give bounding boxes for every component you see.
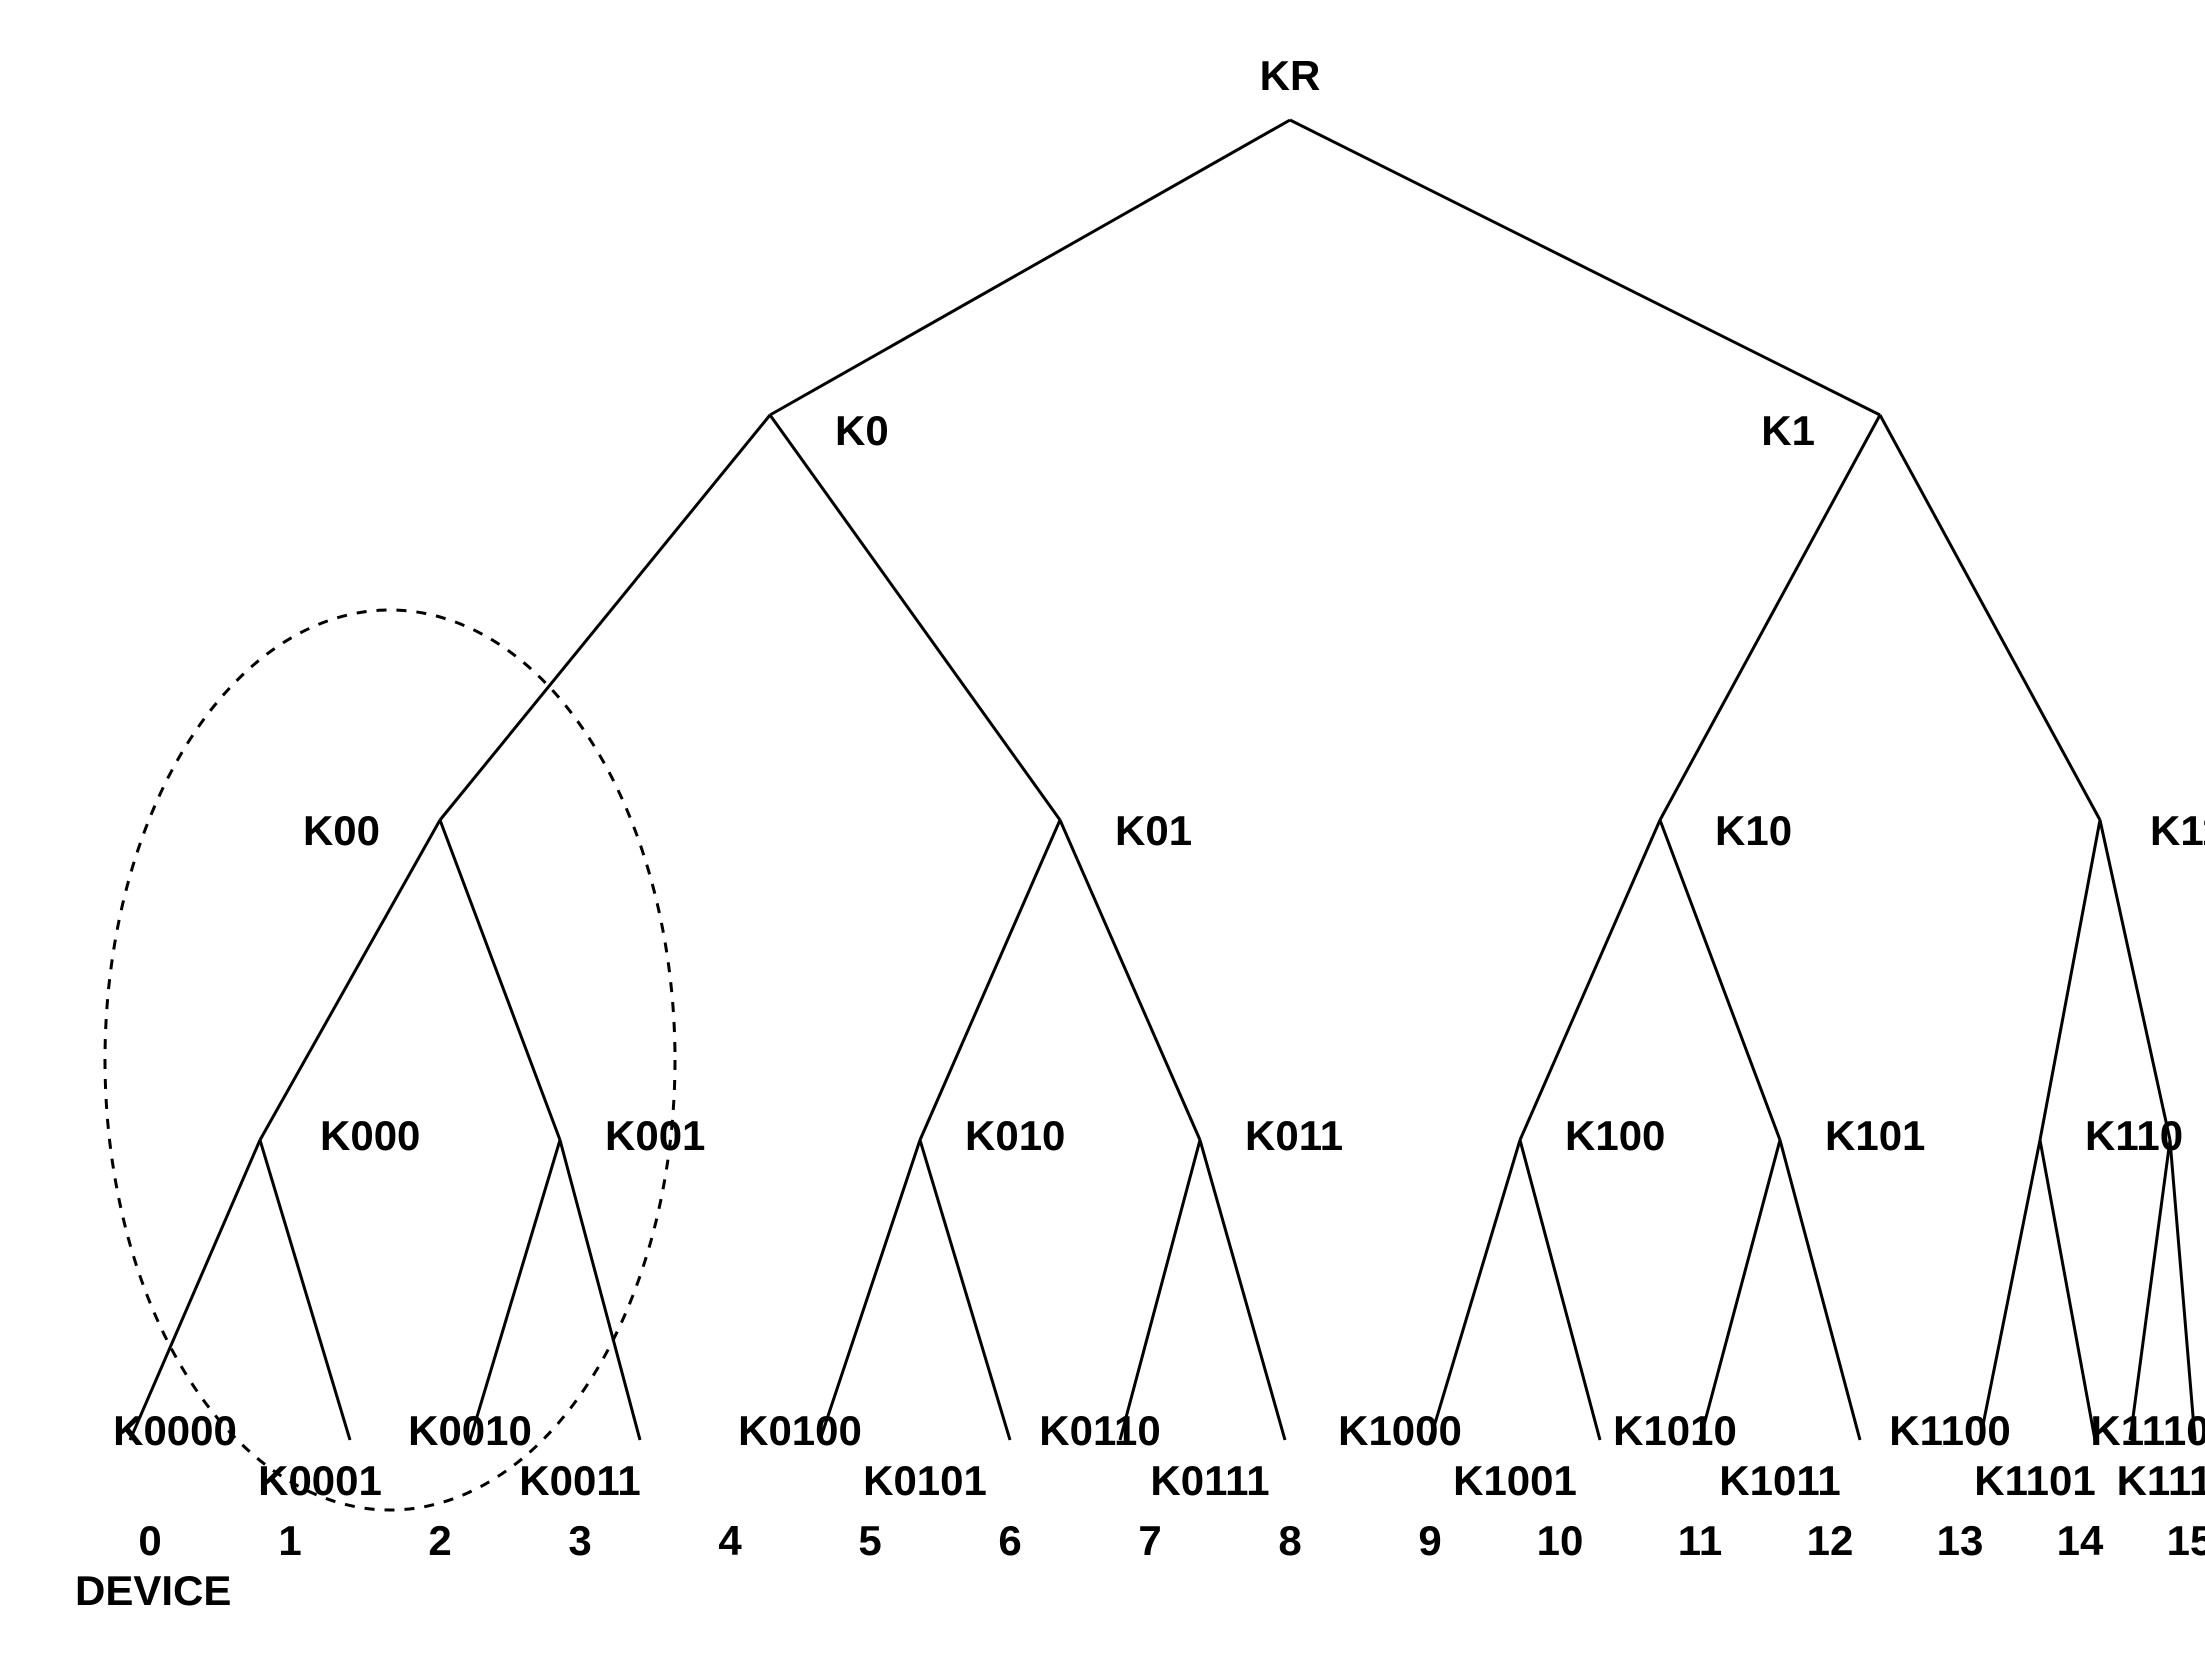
leaf-number: 0 — [138, 1517, 161, 1564]
leaf-number: 7 — [1138, 1517, 1161, 1564]
tree-edge — [2040, 1140, 2095, 1440]
leaf-number: 4 — [718, 1517, 742, 1564]
node-label-K110: K110 — [2085, 1112, 2183, 1159]
node-label-K1011: K1011 — [1719, 1457, 1840, 1504]
node-label-K0: K0 — [835, 407, 889, 454]
node-label-K1010: K1010 — [1613, 1407, 1737, 1454]
tree-edge — [1980, 1140, 2040, 1440]
tree-edge — [770, 120, 1290, 415]
leaf-number: 9 — [1418, 1517, 1441, 1564]
key-tree-diagram: KR K0 K1 K00 K01 K10 K11 K000 K001 K010 K011 K100 K1… — [0, 0, 2205, 1662]
edges-layer — [130, 120, 2195, 1440]
node-label-K1001: K1001 — [1453, 1457, 1577, 1504]
leaf-number: 1 — [278, 1517, 301, 1564]
tree-edge — [440, 415, 770, 820]
node-label-K011: K011 — [1245, 1112, 1343, 1159]
node-label-K0100: K0100 — [738, 1407, 862, 1454]
tree-edge — [260, 1140, 350, 1440]
node-label-K0000: K0000 — [113, 1407, 237, 1454]
leaf-number: 5 — [858, 1517, 881, 1564]
highlight-ellipse — [105, 610, 675, 1510]
leaf-number: 11 — [1678, 1517, 1722, 1564]
node-label-K10: K10 — [1715, 807, 1792, 854]
device-label: DEVICE — [75, 1567, 231, 1614]
node-label-root: KR — [1260, 52, 1321, 99]
tree-edge — [820, 1140, 920, 1440]
tree-edge — [1060, 820, 1200, 1140]
node-label-K11: K11 — [2150, 807, 2205, 854]
node-label-K1: K1 — [1761, 407, 1815, 454]
tree-edge — [1120, 1140, 1200, 1440]
tree-edge — [2170, 1140, 2195, 1440]
node-labels-layer: KR K0 K1 K00 K01 K10 K11 K000 K001 K010 K011 K100 K1… — [113, 52, 2205, 1504]
tree-edge — [260, 820, 440, 1140]
node-label-K0001: K0001 — [258, 1457, 382, 1504]
tree-edge — [2130, 1140, 2170, 1440]
node-label-K1100: K1100 — [1889, 1407, 2010, 1454]
tree-edge — [1660, 820, 1780, 1140]
node-label-K01: K01 — [1115, 807, 1192, 854]
tree-edge — [1520, 820, 1660, 1140]
node-label-K010: K010 — [965, 1112, 1065, 1159]
tree-edge — [770, 415, 1060, 820]
leaf-number: 8 — [1278, 1517, 1301, 1564]
leaf-number: 12 — [1807, 1517, 1854, 1564]
leaf-number: 13 — [1937, 1517, 1984, 1564]
tree-edge — [920, 820, 1060, 1140]
tree-edge — [1880, 415, 2100, 820]
tree-edge — [1660, 415, 1880, 820]
node-label-K1101: K1101 — [1974, 1457, 2095, 1504]
node-label-K1110: K1110 — [2090, 1407, 2205, 1454]
tree-edge — [1430, 1140, 1520, 1440]
tree-edge — [440, 820, 560, 1140]
tree-edge — [1700, 1140, 1780, 1440]
tree-edge — [1290, 120, 1880, 415]
node-label-K1111: K1111 — [2117, 1457, 2205, 1504]
node-label-K0101: K0101 — [863, 1457, 987, 1504]
node-label-K0111: K0111 — [1150, 1457, 1269, 1504]
tree-edge — [560, 1140, 640, 1440]
node-label-K00: K00 — [303, 807, 380, 854]
node-label-K1000: K1000 — [1338, 1407, 1462, 1454]
tree-edge — [2100, 820, 2170, 1140]
leaf-number: 14 — [2057, 1517, 2104, 1564]
node-label-K001: K001 — [605, 1112, 705, 1159]
node-label-K0110: K0110 — [1039, 1407, 1160, 1454]
node-label-K0010: K0010 — [408, 1407, 532, 1454]
node-label-K100: K100 — [1565, 1112, 1665, 1159]
tree-edge — [1200, 1140, 1285, 1440]
tree-edge — [920, 1140, 1010, 1440]
leaf-numbers-layer: 0123456789101112131415 — [138, 1517, 2205, 1564]
tree-edge — [1520, 1140, 1600, 1440]
leaf-number: 15 — [2167, 1517, 2205, 1564]
leaf-number: 3 — [568, 1517, 591, 1564]
leaf-number: 6 — [998, 1517, 1021, 1564]
tree-edge — [130, 1140, 260, 1440]
node-label-K0011: K0011 — [519, 1457, 640, 1504]
leaf-number: 2 — [428, 1517, 451, 1564]
leaf-number: 10 — [1537, 1517, 1584, 1564]
node-label-K000: K000 — [320, 1112, 420, 1159]
highlight-ellipse-layer — [105, 610, 675, 1510]
tree-edge — [470, 1140, 560, 1440]
tree-edge — [2040, 820, 2100, 1140]
node-label-K101: K101 — [1825, 1112, 1925, 1159]
tree-edge — [1780, 1140, 1860, 1440]
